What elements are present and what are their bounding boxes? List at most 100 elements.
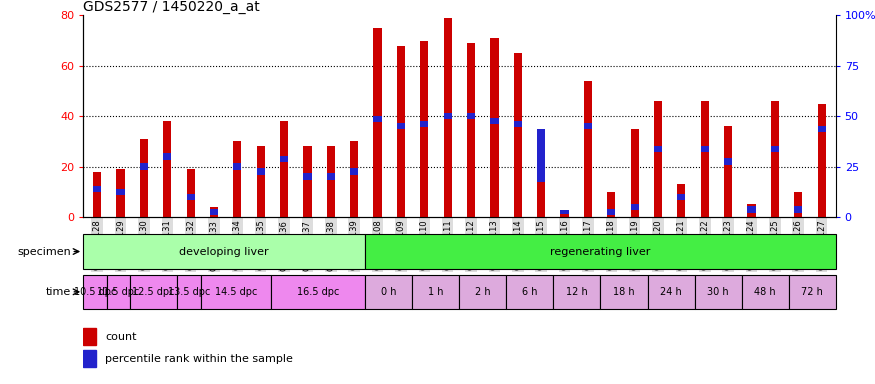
Bar	[116, 189, 124, 195]
Bar	[817, 126, 826, 132]
Bar	[397, 46, 405, 217]
Text: 0 h: 0 h	[382, 287, 396, 297]
Bar	[186, 169, 195, 217]
Bar	[130, 275, 177, 309]
Bar	[444, 113, 452, 119]
Bar	[742, 275, 788, 309]
Bar	[366, 234, 836, 269]
Bar	[350, 169, 358, 175]
Bar	[186, 194, 195, 200]
Text: time: time	[46, 287, 72, 297]
Bar	[256, 146, 265, 217]
Text: regenerating liver: regenerating liver	[550, 247, 651, 257]
Text: 48 h: 48 h	[754, 287, 776, 297]
Bar	[93, 172, 102, 217]
Bar	[83, 234, 366, 269]
Bar	[420, 41, 429, 217]
Bar	[490, 38, 499, 217]
Bar	[514, 53, 522, 217]
Text: developing liver: developing liver	[179, 247, 269, 257]
Bar	[280, 156, 288, 162]
Bar	[677, 184, 685, 217]
Bar	[200, 275, 271, 309]
Bar	[210, 207, 218, 217]
Text: 24 h: 24 h	[660, 287, 682, 297]
Bar	[771, 101, 779, 217]
Bar	[177, 275, 200, 309]
Bar	[210, 209, 218, 215]
Bar	[140, 139, 148, 217]
Bar	[631, 204, 639, 210]
Bar	[326, 146, 335, 217]
Bar	[163, 153, 172, 160]
Bar	[701, 101, 709, 217]
Text: 12 h: 12 h	[566, 287, 588, 297]
Bar	[304, 146, 312, 217]
Text: 12.5 dpc: 12.5 dpc	[132, 287, 175, 297]
Bar	[600, 275, 648, 309]
Bar	[607, 192, 615, 217]
Text: 2 h: 2 h	[475, 287, 491, 297]
Text: 14.5 dpc: 14.5 dpc	[214, 287, 257, 297]
Bar	[794, 206, 802, 213]
Bar	[654, 101, 662, 217]
Bar	[374, 28, 382, 217]
Text: 30 h: 30 h	[707, 287, 729, 297]
Bar	[794, 192, 802, 217]
Bar	[326, 174, 335, 180]
Bar	[607, 209, 615, 215]
Bar	[724, 158, 732, 165]
Bar	[459, 275, 507, 309]
Text: 6 h: 6 h	[522, 287, 537, 297]
Bar	[648, 275, 695, 309]
Text: percentile rank within the sample: percentile rank within the sample	[105, 354, 293, 364]
Text: 18 h: 18 h	[613, 287, 634, 297]
Bar	[107, 275, 130, 309]
Bar	[507, 275, 554, 309]
Bar	[467, 113, 475, 119]
Bar	[490, 118, 499, 124]
Bar	[747, 204, 756, 217]
Bar	[537, 182, 545, 217]
Text: 11.5 dpc: 11.5 dpc	[97, 287, 140, 297]
Bar	[561, 210, 569, 214]
Bar	[256, 169, 265, 175]
Bar	[537, 129, 545, 182]
Bar	[83, 328, 96, 345]
Text: 13.5 dpc: 13.5 dpc	[168, 287, 210, 297]
Text: 10.5 dpc: 10.5 dpc	[74, 287, 116, 297]
Text: GDS2577 / 1450220_a_at: GDS2577 / 1450220_a_at	[83, 0, 260, 14]
Text: 72 h: 72 h	[802, 287, 823, 297]
Bar	[747, 206, 756, 213]
Bar	[654, 146, 662, 152]
Bar	[817, 104, 826, 217]
Bar	[304, 174, 312, 180]
Bar	[771, 146, 779, 152]
Bar	[561, 214, 569, 217]
Bar	[397, 123, 405, 129]
Bar	[554, 275, 600, 309]
Bar	[788, 275, 836, 309]
Bar	[271, 275, 366, 309]
Text: 1 h: 1 h	[428, 287, 444, 297]
Text: 16.5 dpc: 16.5 dpc	[298, 287, 340, 297]
Bar	[280, 121, 288, 217]
Bar	[163, 121, 172, 217]
Bar	[584, 81, 592, 217]
Bar	[467, 43, 475, 217]
Bar	[631, 129, 639, 217]
Bar	[140, 164, 148, 170]
Text: count: count	[105, 331, 136, 341]
Bar	[420, 121, 429, 127]
Text: specimen: specimen	[18, 247, 72, 257]
Bar	[412, 275, 459, 309]
Bar	[116, 169, 124, 217]
Bar	[444, 18, 452, 217]
Bar	[701, 146, 709, 152]
Bar	[677, 194, 685, 200]
Bar	[366, 275, 412, 309]
Bar	[83, 350, 96, 367]
Bar	[234, 164, 242, 170]
Bar	[514, 121, 522, 127]
Bar	[724, 126, 732, 217]
